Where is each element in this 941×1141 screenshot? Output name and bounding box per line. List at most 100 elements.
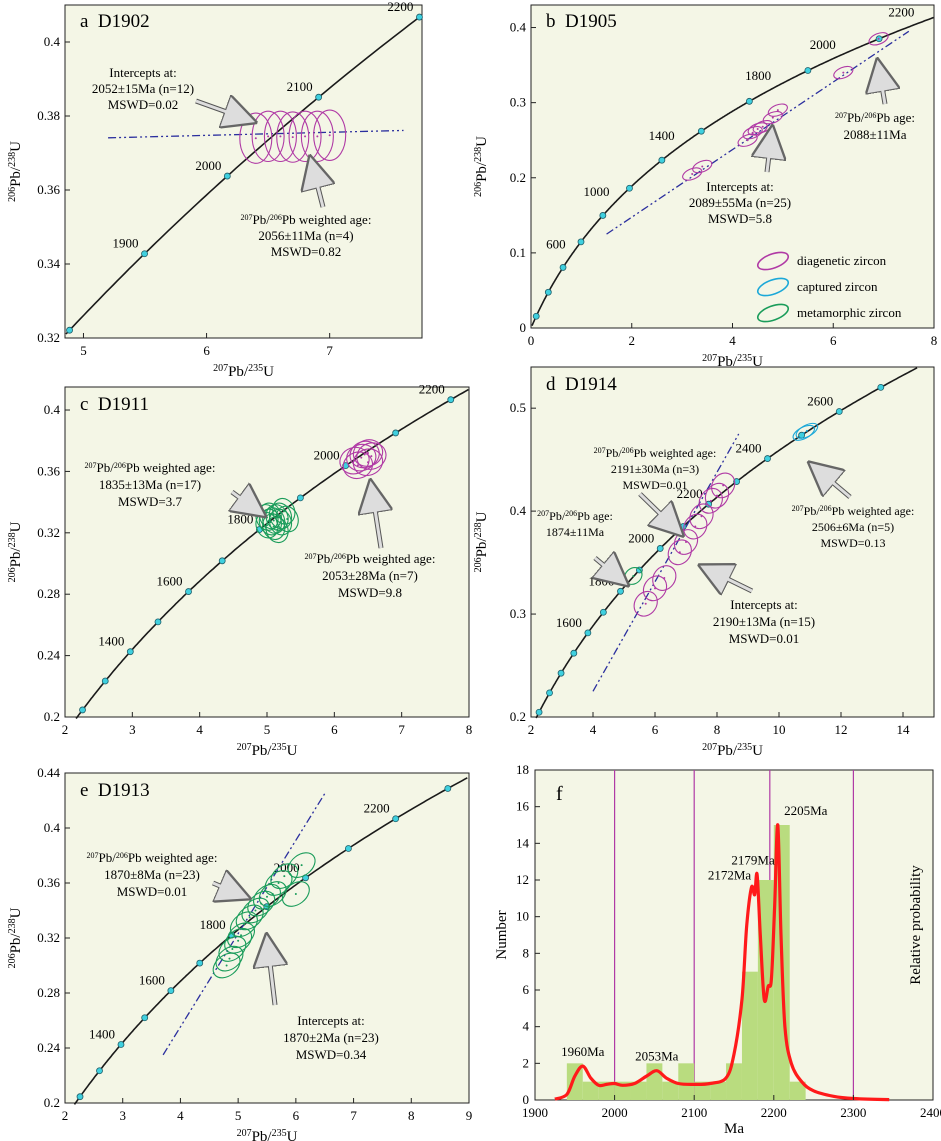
arrow-body [212, 881, 247, 899]
error-ellipse-diagenetic [251, 110, 285, 163]
peak-label: 2179Ma [731, 853, 775, 868]
ellipse-center [228, 957, 231, 960]
concordia-age-marker [570, 649, 578, 657]
annotation-age: 207Pb/206Pb age: 2088±11Ma [835, 110, 915, 142]
concordia-age-label: 2000 [314, 448, 340, 463]
y-axis-label: 206Pb/238U [473, 511, 491, 572]
concordia-age-marker [447, 396, 455, 404]
concordia-age-marker [532, 312, 540, 320]
concordia-age-marker [96, 1067, 103, 1075]
annotation-line: MSWD=0.01 [622, 478, 687, 492]
ellipse-center [269, 514, 272, 517]
y-tick-label: 0.28 [37, 985, 60, 1000]
concordia-age-label: 600 [546, 237, 566, 252]
x-axis-label: 207Pb/235U [702, 742, 763, 760]
error-ellipse-diagenetic [642, 575, 668, 602]
y-tick-label: 0.32 [37, 525, 60, 540]
histogram-bar [789, 1081, 806, 1100]
annotation-line: Intercepts at: [297, 1013, 365, 1028]
concordia-age-marker [345, 845, 352, 852]
peak-label: 2205Ma [784, 803, 828, 818]
concordia-age-marker [656, 545, 664, 552]
ellipse-center [842, 71, 845, 74]
concordia-age-marker [218, 557, 226, 565]
y-tick-label: 10 [516, 909, 529, 924]
x-tick-label: 4 [729, 333, 736, 348]
peak-label: 2172Ma [708, 867, 752, 882]
concordia-age-label: 1400 [649, 128, 675, 143]
histogram-bar [710, 1081, 727, 1100]
annotation-line: MSWD=0.01 [117, 884, 188, 899]
error-ellipse-diagenetic [711, 472, 736, 499]
ellipse-center [283, 875, 286, 878]
ellipse-center [877, 37, 880, 40]
concordia-age-label: 2000 [195, 158, 221, 173]
arrow-body [231, 490, 263, 516]
histogram-bar [726, 1063, 742, 1100]
y-tick-label: 0.1 [510, 245, 526, 260]
x-tick-label: 2 [62, 722, 69, 737]
concordia-age-label: 1600 [139, 973, 165, 988]
x-axis-label: 207Pb/235U [237, 1128, 298, 1141]
ellipse-center [756, 127, 759, 130]
concordia-age-marker [223, 172, 231, 180]
concordia-age-marker [599, 608, 607, 616]
ellipse-center [709, 499, 712, 502]
y-tick-label: 6 [523, 982, 530, 997]
y-tick-label: 0.44 [37, 765, 60, 780]
error-ellipse-metamorphic [270, 863, 299, 889]
x-axis-label: 207Pb/235U [237, 742, 298, 760]
y-tick-label: 0.32 [37, 930, 60, 945]
x-tick-label: 2400 [920, 1105, 941, 1120]
ellipse-center [282, 510, 285, 513]
error-ellipse-diagenetic [276, 111, 310, 163]
x-tick-label: 2 [528, 722, 535, 737]
y-tick-label: 0.32 [37, 330, 60, 345]
ellipse-center [691, 173, 694, 176]
legend-swatch-diagenetic [756, 251, 790, 271]
concordia-age-marker [626, 184, 633, 192]
error-ellipse-metamorphic [227, 922, 255, 949]
annotation-weighted-2: 207Pb/206Pb weighted age: 2053±28Ma (n=7… [305, 551, 436, 600]
ellipse-center [685, 541, 687, 543]
x-tick-label: 6 [203, 343, 210, 358]
x-tick-label: 2000 [602, 1105, 628, 1120]
panel-e: e D1913 2 3 4 5 6 7 8 9 0.2 0.24 0.28 0.32 0.36 0.4 0.… [7, 765, 473, 1141]
concordia-age-marker [79, 706, 86, 714]
concordia-age-marker [559, 264, 567, 271]
ellipse-center [231, 948, 234, 950]
y-tick-label: 0.36 [37, 182, 60, 197]
error-ellipse-diagenetic [652, 565, 677, 591]
annotation-line: Intercepts at: [109, 65, 177, 80]
arrow-body [876, 62, 887, 105]
y-tick-label: 0.2 [44, 1095, 60, 1110]
annotation-line: MSWD=0.82 [271, 244, 342, 259]
error-ellipse-diagenetic [683, 513, 708, 540]
annotation-line: 2088±11Ma [844, 127, 907, 142]
ellipse-center [266, 895, 268, 898]
probability-curve [554, 823, 890, 1102]
y-tick-label: 0.5 [510, 400, 526, 415]
concordia-age-label: 1400 [98, 634, 124, 649]
y-tick-label: 0.4 [44, 820, 61, 835]
plot-area [64, 4, 423, 339]
concordia-age-label: 2600 [807, 393, 833, 408]
x-tick-label: 3 [119, 1108, 126, 1123]
arrow-body [265, 937, 277, 1006]
concordia-age-label: 1800 [588, 573, 614, 588]
x-tick-label: 6 [293, 1108, 300, 1123]
error-ellipse-metamorphic [268, 508, 293, 536]
x-tick-label: 0 [528, 333, 535, 348]
ellipse-center [279, 135, 282, 138]
y-tick-label: 0.38 [37, 108, 60, 123]
ellipse-center [701, 165, 704, 168]
annotation-line: MSWD=0.01 [729, 631, 800, 646]
error-ellipse-diagenetic [767, 103, 788, 117]
arrow-body [811, 463, 851, 499]
x-axis-label: 207Pb/235U [213, 363, 274, 381]
histogram-bar [630, 1081, 647, 1100]
error-ellipse-captured [795, 422, 819, 439]
ellipse-center [360, 456, 363, 459]
annotation-line: 207Pb/206Pb age: [835, 110, 915, 125]
error-ellipse-metamorphic [265, 516, 289, 544]
